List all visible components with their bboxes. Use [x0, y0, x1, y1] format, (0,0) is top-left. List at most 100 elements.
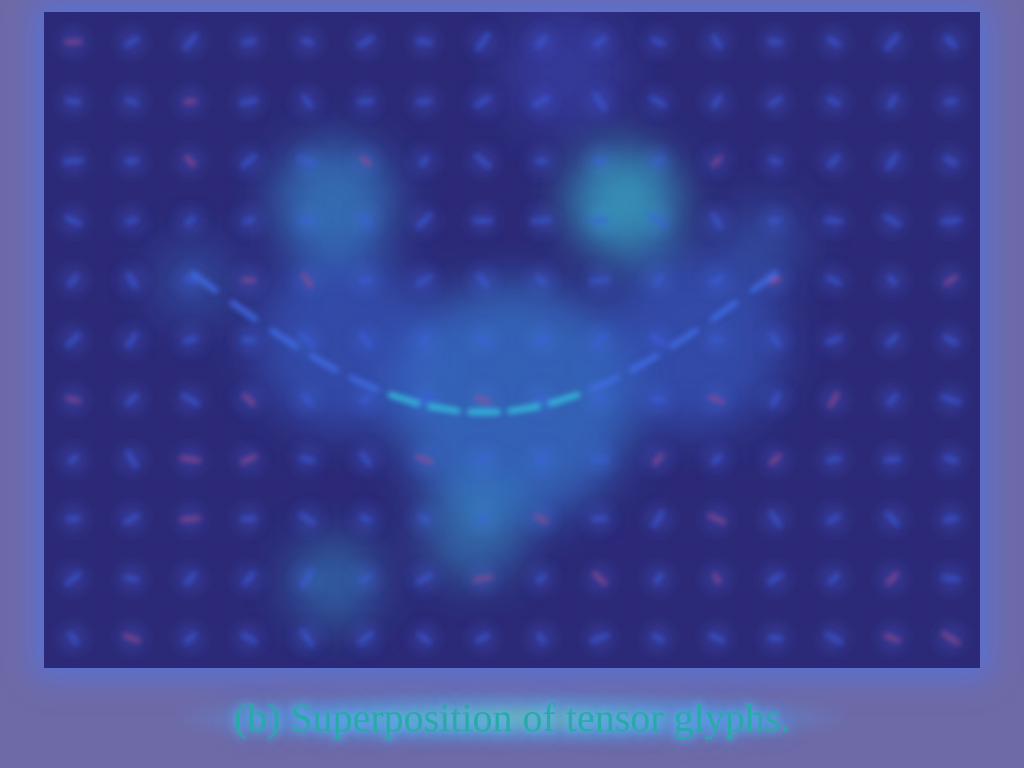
tensor-glyph	[419, 155, 429, 167]
tensor-glyph	[591, 456, 609, 462]
tensor-glyph	[240, 632, 257, 644]
tensor-glyph	[65, 571, 82, 586]
tensor-glyph	[415, 39, 433, 45]
tensor-glyph	[708, 633, 725, 643]
tensor-glyph	[589, 276, 611, 284]
tensor-glyph	[62, 158, 84, 164]
tensor-glyph	[886, 333, 899, 347]
glow-region	[274, 142, 394, 262]
tensor-glyph	[299, 455, 315, 463]
glow-region	[289, 537, 379, 627]
tensor-glyph	[536, 632, 546, 644]
arc-glyph	[387, 391, 421, 407]
tensor-glyph	[242, 217, 255, 225]
tensor-glyph	[827, 154, 841, 168]
tensor-glyph	[887, 94, 898, 109]
glow-region	[504, 12, 624, 132]
tensor-glyph	[941, 575, 961, 582]
tensor-glyph	[476, 273, 490, 288]
tensor-glyph	[359, 573, 373, 584]
tensor-glyph	[126, 272, 138, 289]
tensor-glyph	[828, 391, 840, 408]
tensor-glyph	[359, 514, 372, 523]
tensor-glyph	[534, 397, 549, 403]
tensor-glyph	[65, 98, 82, 105]
glyph-layer	[62, 32, 962, 648]
tensor-glyph	[767, 39, 783, 45]
tensor-glyph	[530, 217, 553, 224]
tensor-glyph	[886, 393, 898, 406]
arc-glyph	[348, 374, 380, 393]
tensor-glyph	[358, 631, 374, 645]
tensor-glyph	[650, 95, 667, 108]
tensor-glyph	[415, 572, 433, 585]
tensor-glyph	[184, 571, 197, 586]
tensor-glyph	[300, 629, 314, 648]
glow-region	[394, 282, 634, 522]
tensor-glyph	[592, 395, 607, 404]
tensor-glyph	[474, 153, 492, 169]
tensor-glyph	[827, 513, 841, 524]
tensor-glyph	[944, 98, 958, 105]
tensor-glyph	[886, 152, 899, 170]
tensor-glyph	[708, 395, 725, 404]
tensor-glyph	[651, 633, 665, 643]
tensor-glyph	[711, 94, 722, 109]
tensor-glyph	[474, 95, 492, 108]
tensor-glyph	[125, 158, 139, 164]
tensor-glyph	[65, 332, 81, 348]
tensor-glyph	[709, 275, 724, 286]
tensor-glyph	[593, 92, 607, 111]
tensor-glyph	[536, 453, 547, 466]
tensor-glyph	[301, 272, 314, 288]
tensor-glyph	[944, 35, 958, 49]
tensor-glyph	[712, 572, 721, 584]
tensor-glyph	[826, 36, 841, 47]
tensor-glyph	[652, 510, 665, 528]
tensor-glyph	[301, 38, 314, 46]
tensor-glyph	[67, 273, 79, 288]
tensor-glyph	[239, 98, 259, 105]
tensor-glyph	[826, 275, 842, 286]
tensor-glyph	[653, 274, 664, 287]
tensor-glyph	[418, 514, 430, 524]
tensor-glyph	[824, 217, 843, 224]
tensor-glyph	[64, 215, 82, 226]
tensor-glyph	[299, 331, 316, 349]
tensor-glyph	[535, 275, 548, 286]
tensor-glyph	[360, 155, 372, 167]
tensor-glyph	[652, 452, 665, 466]
tensor-glyph	[65, 396, 82, 403]
tensor-glyph	[827, 96, 841, 106]
tensor-glyph	[474, 396, 492, 404]
tensor-glyph	[125, 450, 138, 469]
arc-glyph	[669, 327, 699, 350]
tensor-glyph	[68, 631, 79, 645]
arc-glyph	[628, 353, 660, 373]
glow-region	[569, 147, 679, 257]
tensor-glyph	[416, 98, 433, 105]
tensor-glyph	[534, 335, 549, 345]
tensor-glyph	[359, 213, 373, 228]
tensor-glyph	[357, 35, 375, 48]
glow-region	[254, 252, 434, 432]
tensor-glyph	[943, 455, 959, 464]
tensor-glyph	[590, 633, 610, 644]
tensor-glyph	[941, 631, 961, 646]
tensor-glyph	[710, 337, 724, 343]
tensor-glyph	[475, 32, 490, 51]
tensor-glyph	[885, 511, 900, 527]
caption-highlight	[180, 692, 844, 744]
tensor-glyph	[300, 568, 314, 589]
tensor-glyph	[591, 332, 609, 348]
tensor-glyph	[707, 513, 726, 525]
figure-caption: (b) Superposition of tensor glyphs.	[233, 695, 791, 740]
tensor-glyph	[183, 98, 197, 104]
tensor-glyph-canvas	[44, 12, 980, 668]
tensor-glyph	[299, 512, 316, 526]
tensor-glyph	[536, 573, 547, 584]
tensor-glyph	[180, 393, 200, 406]
tensor-glyph	[241, 154, 257, 169]
tensor-glyph	[884, 33, 900, 51]
tensor-glyph	[476, 454, 489, 464]
